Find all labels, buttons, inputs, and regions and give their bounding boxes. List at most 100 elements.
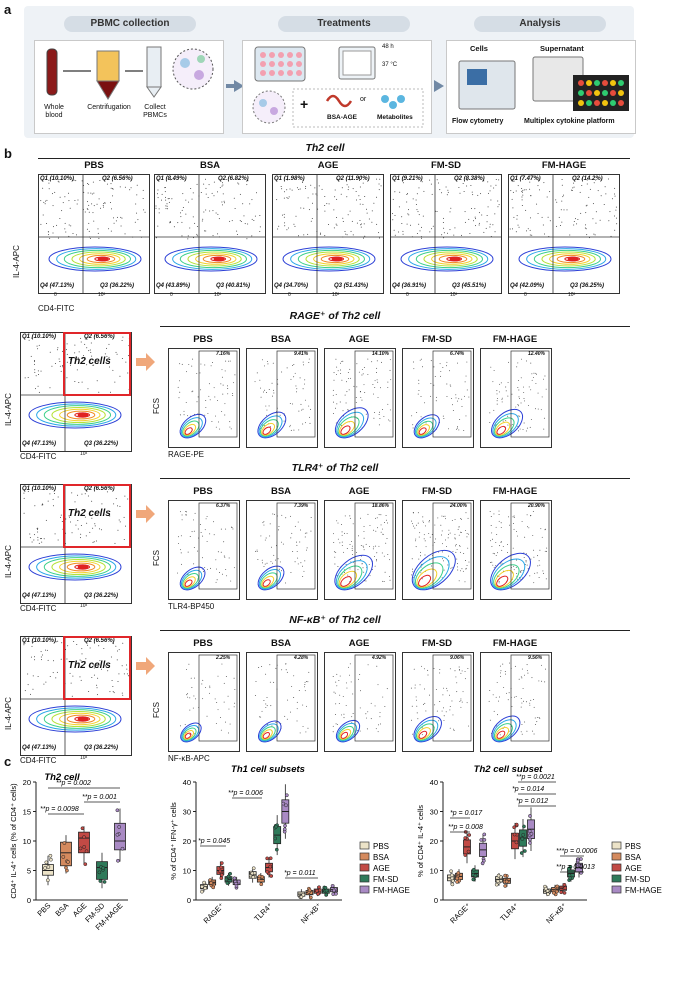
- event-dot: [115, 220, 117, 222]
- event-dot: [563, 209, 565, 211]
- event-dot: [86, 208, 88, 210]
- event-dot: [201, 220, 203, 222]
- event-dot: [447, 564, 449, 566]
- event-dot: [500, 563, 502, 565]
- event-dot: [367, 358, 369, 360]
- event-dot: [27, 376, 29, 378]
- event-dot: [449, 229, 451, 231]
- event-dot: [614, 229, 616, 231]
- event-dot: [522, 194, 524, 196]
- event-dot: [51, 193, 53, 195]
- event-dot: [221, 573, 223, 575]
- event-dot: [100, 529, 102, 531]
- row3-plot-1: [246, 500, 318, 600]
- event-dot: [462, 691, 464, 693]
- chart1-AGE-point: [84, 849, 89, 854]
- event-dot: [346, 687, 348, 689]
- event-dot: [381, 552, 383, 554]
- event-dot: [294, 525, 296, 527]
- row1-plot-0-q4: Q4 (47.13%): [40, 283, 75, 289]
- event-dot: [526, 730, 528, 732]
- event-dot: [379, 716, 381, 718]
- legend-chart3-swatch-0: [611, 841, 622, 850]
- event-dot: [423, 190, 425, 192]
- event-dot: [593, 233, 595, 235]
- event-dot: [496, 682, 498, 683]
- event-dot: [508, 692, 510, 694]
- event-dot: [319, 233, 321, 235]
- event-dot: [336, 198, 338, 200]
- event-dot: [344, 572, 345, 574]
- event-dot: [40, 200, 42, 202]
- event-dot: [193, 695, 195, 697]
- event-dot: [443, 687, 445, 689]
- event-dot: [470, 185, 472, 187]
- event-dot: [97, 232, 99, 234]
- event-dot: [310, 408, 312, 410]
- event-dot: [223, 555, 225, 557]
- event-dot: [209, 692, 210, 694]
- event-dot: [259, 215, 261, 217]
- chart3-1-FM-HAGE-point: [528, 837, 532, 842]
- event-dot: [365, 580, 367, 582]
- event-dot: [521, 187, 523, 189]
- event-dot: [449, 706, 451, 707]
- event-dot: [185, 510, 187, 512]
- row1-plot-4-contour: [518, 246, 612, 272]
- event-dot: [424, 402, 426, 404]
- event-dot: [379, 417, 381, 419]
- event-dot: [593, 182, 595, 184]
- event-dot: [305, 187, 307, 189]
- event-dot: [139, 230, 141, 232]
- collection-illustration: [46, 46, 214, 100]
- pbmc-tube-icon: [146, 46, 162, 88]
- chart1-PBS-box: [42, 864, 54, 876]
- event-dot: [446, 396, 448, 398]
- event-dot: [334, 196, 336, 198]
- event-dot: [185, 213, 187, 215]
- event-dot: [349, 568, 351, 570]
- event-dot: [431, 534, 433, 535]
- event-dot: [451, 566, 453, 568]
- event-dot: [190, 188, 192, 190]
- event-dot: [113, 222, 115, 224]
- event-dot: [88, 230, 90, 232]
- event-dot: [222, 184, 224, 186]
- event-dot: [87, 183, 89, 185]
- chart1-PBS-point: [49, 857, 53, 862]
- event-dot: [347, 409, 349, 411]
- legend-chart3-swatch-2: [611, 863, 622, 872]
- event-dot: [374, 412, 376, 413]
- event-dot: [489, 226, 491, 228]
- event-dot: [230, 580, 232, 582]
- event-dot: [236, 230, 238, 232]
- event-dot: [336, 723, 338, 725]
- event-dot: [59, 365, 61, 367]
- event-dot: [389, 579, 391, 581]
- event-dot: [38, 344, 40, 346]
- event-dot: [106, 491, 108, 493]
- chart3-2-AGE-point: [562, 891, 567, 895]
- event-dot: [408, 209, 410, 211]
- event-dot: [268, 389, 270, 391]
- event-dot: [335, 723, 337, 725]
- event-dot: [234, 702, 236, 704]
- event-dot: [279, 561, 281, 563]
- row2-group-0-name: PBS: [193, 334, 213, 345]
- event-dot: [312, 193, 314, 195]
- row4-gate-q2: Q2 (6.56%): [84, 638, 115, 644]
- chart3-2-PBS-point: [544, 886, 548, 891]
- chart3-1-PBS-point: [494, 882, 499, 887]
- event-dot: [47, 231, 49, 233]
- event-dot: [260, 396, 262, 398]
- event-dot: [191, 687, 193, 688]
- event-dot: [40, 370, 42, 372]
- plus-sign: +: [300, 96, 309, 112]
- row3-plot-4-percent: 20.90%: [528, 503, 545, 509]
- event-dot: [520, 706, 522, 708]
- event-dot: [191, 391, 193, 393]
- event-dot: [45, 519, 47, 521]
- event-dot: [508, 516, 509, 518]
- event-dot: [115, 498, 117, 500]
- event-dot: [74, 344, 76, 346]
